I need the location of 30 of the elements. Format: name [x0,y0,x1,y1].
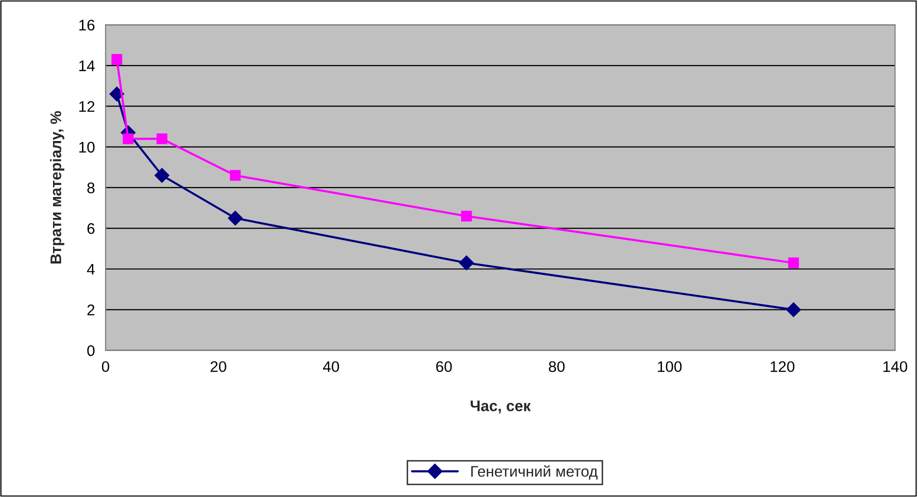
y-tick-label: 4 [87,264,95,275]
x-tick-label: 60 [436,361,452,372]
x-tick-label: 120 [770,361,794,372]
x-axis-title: Час, сек [470,400,531,414]
x-tick-label: 40 [322,361,340,372]
point [111,54,122,65]
y-tick-label: 14 [79,60,95,72]
x-tick-label: 100 [658,361,682,372]
point [461,210,472,222]
x-tick-label: 80 [548,361,565,372]
point [786,302,801,318]
y-tick-label: 0 [87,345,95,356]
y-axis-title: Втрати матеріалу, % [50,111,64,264]
y-tick-label: 16 [79,20,94,31]
x-tick-label: 20 [210,361,226,372]
y-tick-label: 6 [87,223,94,234]
y-tick-label: 8 [87,182,94,194]
point [788,258,799,268]
y-tick-label: 12 [79,101,94,112]
point [228,210,243,226]
legend-label: Генетичний метод [471,465,598,480]
y-tick-label: 10 [79,142,95,153]
x-tick-label: 0 [102,361,110,372]
point [156,133,168,144]
x-tick-label: 140 [883,361,908,372]
point [230,170,241,181]
point [122,133,134,144]
y-tick-label: 2 [87,304,94,316]
point [154,168,170,183]
point [459,256,474,270]
